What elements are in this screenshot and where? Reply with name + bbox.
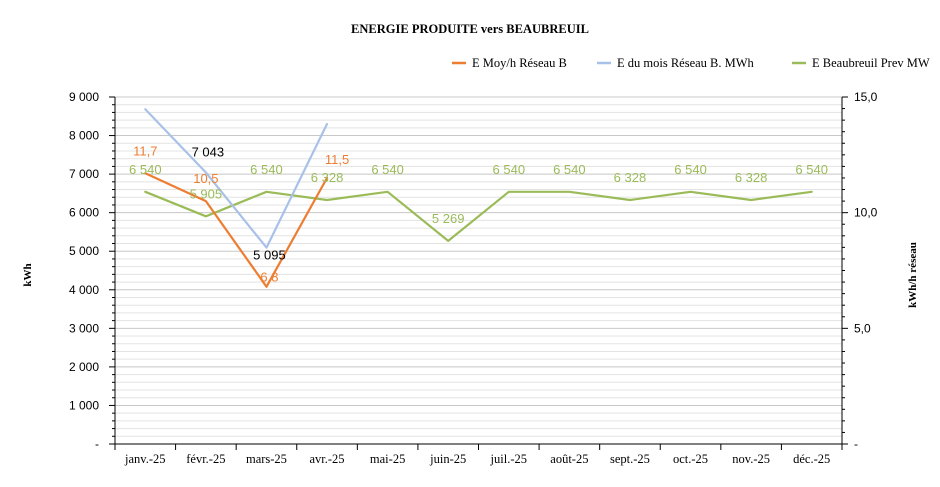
data-label: 6 540 (795, 162, 828, 177)
data-label: 6 540 (674, 162, 707, 177)
x-tick-label: févr.-25 (186, 452, 225, 466)
x-tick-label: nov.-25 (732, 452, 770, 466)
y2-tick-label: - (854, 437, 858, 451)
y-tick-label: 5 000 (69, 244, 99, 258)
data-label: 6 540 (129, 162, 162, 177)
y-tick-label: 4 000 (69, 283, 99, 297)
legend: E Moy/h Réseau B E du mois Réseau B. MWh E… (452, 56, 930, 70)
series-line-0 (144, 172, 329, 288)
data-labels: 6 540 5 905 6 540 6 328 6 540 5 269 6 540 6 540… (129, 143, 828, 284)
x-tick-label: avr.-25 (310, 452, 345, 466)
x-tick-label: déc.-25 (793, 452, 830, 466)
y-tick-label: 7 000 (69, 167, 99, 181)
data-label: 6 328 (311, 170, 344, 185)
y2-tick-label: 5,0 (854, 321, 871, 335)
series-layer (144, 108, 813, 288)
data-label: 6 540 (371, 162, 404, 177)
data-label: 11,5 (325, 152, 349, 167)
x-tick-label: août-25 (550, 452, 588, 466)
data-label: 6 540 (553, 162, 586, 177)
x-tick-label: juin-25 (429, 452, 466, 466)
y-tick-label: 8 000 (69, 129, 99, 143)
data-label: 6 328 (614, 170, 647, 185)
data-label: 7 043 (192, 144, 225, 159)
y2-tick-label: 15,0 (854, 90, 878, 104)
y2-tick-label: 10,0 (854, 206, 878, 220)
x-tick-label: janv.-25 (124, 452, 166, 466)
x-tick-label: sept.-25 (610, 452, 650, 466)
legend-item-0: E Moy/h Réseau B (452, 56, 567, 70)
series-line-1 (144, 108, 329, 249)
y-tick-label: - (95, 437, 99, 451)
y-tick-label: 3 000 (69, 321, 99, 335)
chart-title: ENERGIE PRODUITE vers BEAUBREUIL (351, 22, 589, 36)
x-tick-label: juil.-25 (490, 452, 527, 466)
legend-item-1: E du mois Réseau B. MWh (597, 56, 755, 70)
gridlines (115, 96, 842, 437)
series-line-2 (144, 190, 813, 242)
data-label: 6 328 (735, 170, 768, 185)
legend-label: E du mois Réseau B. MWh (617, 56, 755, 70)
data-label: 5 269 (432, 211, 465, 226)
axes: - 1 000 2 000 3 000 4 000 5 000 6 000 7 000 8 00… (69, 90, 878, 466)
legend-label: E Moy/h Réseau B (472, 56, 567, 70)
legend-label: E Beaubreuil Prev MW (812, 56, 930, 70)
data-label: 5 905 (190, 186, 223, 201)
data-label: 10,5 (193, 171, 218, 186)
data-label: 5 095 (253, 248, 286, 263)
data-label: 6 540 (250, 162, 283, 177)
x-tick-label: oct.-25 (673, 452, 708, 466)
y-axis-title: kWh (22, 263, 34, 286)
data-label: 6 540 (493, 162, 526, 177)
y-tick-label: 1 000 (69, 398, 99, 412)
y-tick-label: 2 000 (69, 360, 99, 374)
y-tick-label: 9 000 (69, 90, 99, 104)
y-tick-label: 6 000 (69, 206, 99, 220)
y2-axis-title: kWh/h réseau (907, 242, 919, 308)
x-tick-label: mars-25 (246, 452, 287, 466)
legend-item-2: E Beaubreuil Prev MW (792, 56, 930, 70)
x-tick-label: mai-25 (370, 452, 405, 466)
data-label: 11,7 (133, 143, 157, 158)
data-label: 6,8 (260, 270, 278, 285)
